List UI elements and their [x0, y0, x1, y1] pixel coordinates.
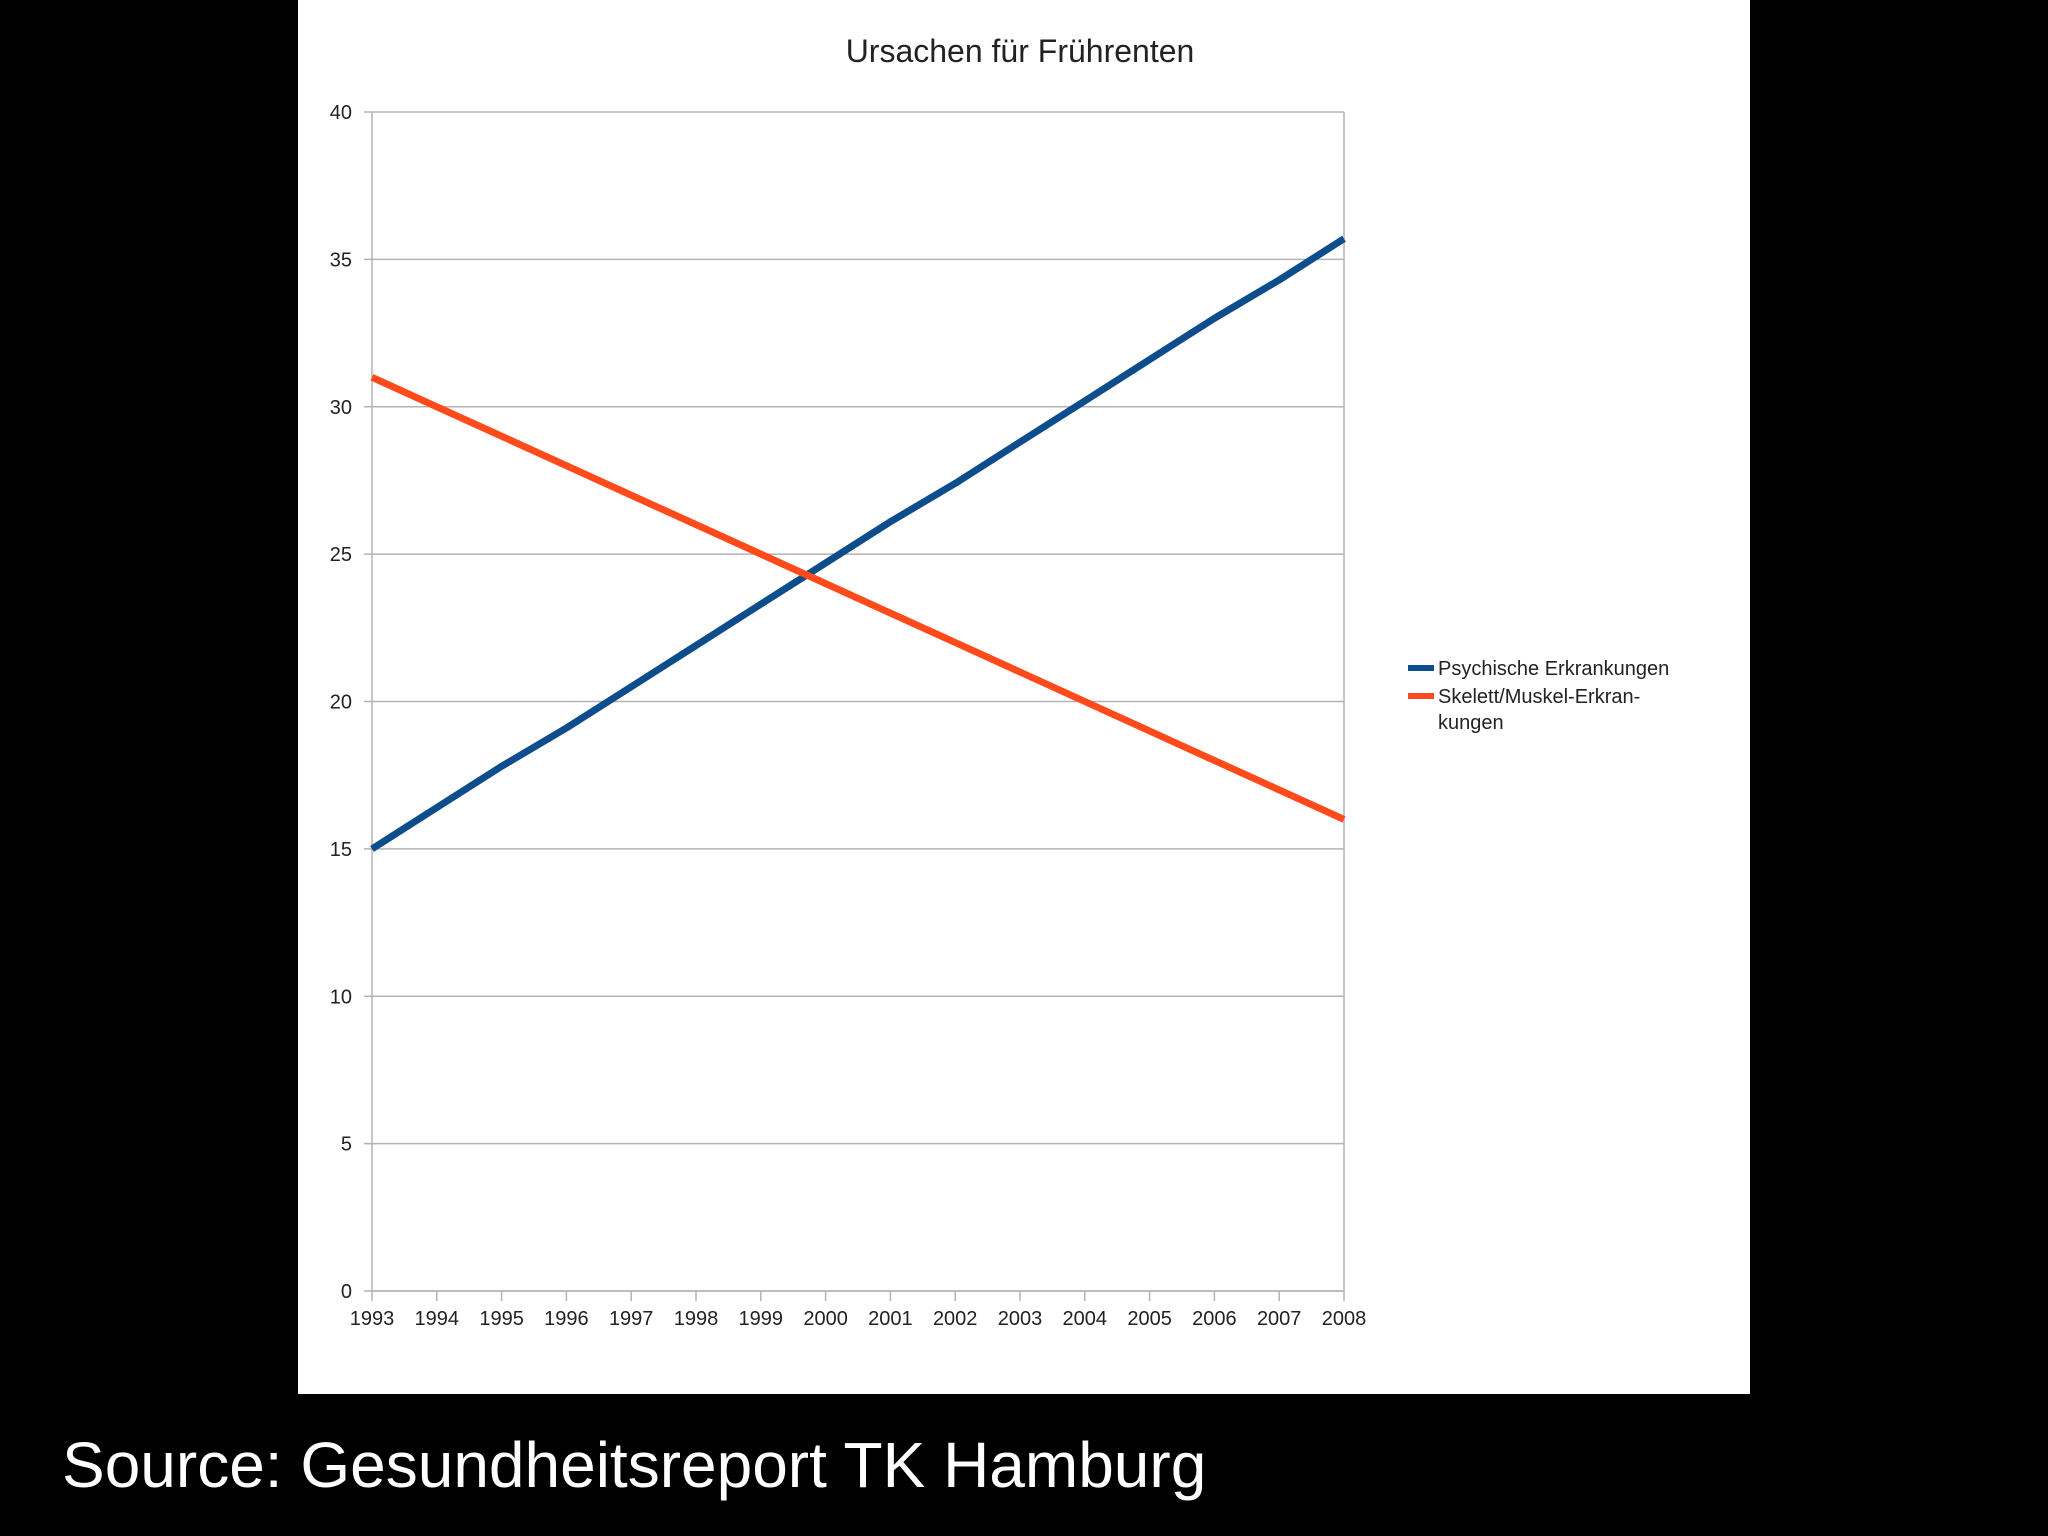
legend-label-line2: kungen [1438, 712, 1504, 734]
x-tick-label: 2000 [803, 1308, 848, 1330]
legend-label: Psychische Erkrankungen [1438, 658, 1669, 680]
x-tick-label: 2003 [998, 1308, 1043, 1330]
x-tick-label: 1995 [479, 1308, 523, 1330]
x-tick-label: 2002 [933, 1308, 978, 1330]
legend-label: Skelett/Muskel-Erkran- [1438, 686, 1640, 708]
axes [364, 111, 1345, 1301]
y-tick-label: 15 [330, 839, 352, 861]
chart-title: Ursachen für Frührenten [846, 33, 1195, 69]
line-chart: Ursachen für Frührenten 0 5 10 15 20 25 30 35 40… [330, 33, 1669, 1330]
y-tick-label: 5 [341, 1134, 352, 1156]
x-tick-label: 1996 [544, 1308, 589, 1330]
x-tick-label: 1993 [350, 1308, 395, 1330]
y-tick-label: 35 [330, 249, 352, 271]
x-tick-label: 2008 [1322, 1308, 1367, 1330]
x-tick-label: 1998 [674, 1308, 719, 1330]
legend-swatch [1408, 665, 1434, 671]
x-tick-label: 1994 [415, 1308, 460, 1330]
y-tick-label: 0 [341, 1281, 352, 1303]
y-tick-label: 20 [330, 692, 352, 714]
y-tick-label: 10 [330, 986, 352, 1008]
legend: Psychische Erkrankungen Skelett/Muskel-Er… [1408, 658, 1669, 734]
y-tick-label: 30 [330, 397, 352, 419]
y-tick-labels: 0 5 10 15 20 25 30 35 40 [330, 102, 352, 1303]
x-tick-label: 1999 [739, 1308, 784, 1330]
y-tick-label: 40 [330, 102, 352, 124]
x-tick-label: 2005 [1127, 1308, 1172, 1330]
x-tick-label: 1997 [609, 1308, 654, 1330]
series-lines [370, 235, 1346, 852]
legend-swatch [1408, 693, 1434, 699]
y-tick-label: 25 [330, 544, 352, 566]
series-line-2 [370, 374, 1346, 823]
source-caption: Source: Gesundheitsreport TK Hamburg [62, 1429, 1207, 1501]
x-tick-label: 2006 [1192, 1308, 1237, 1330]
series-line-1 [370, 235, 1346, 852]
x-tick-labels: 1993 1994 1995 1996 1997 1998 1999 2000 2001 2002… [350, 1308, 1367, 1330]
grid-lines [372, 111, 1344, 1292]
x-tick-label: 2007 [1257, 1308, 1302, 1330]
chart-panel: Ursachen für Frührenten 0 5 10 15 20 25 30 35 40… [298, 0, 1750, 1394]
x-tick-label: 2004 [1063, 1308, 1108, 1330]
x-tick-label: 2001 [868, 1308, 913, 1330]
